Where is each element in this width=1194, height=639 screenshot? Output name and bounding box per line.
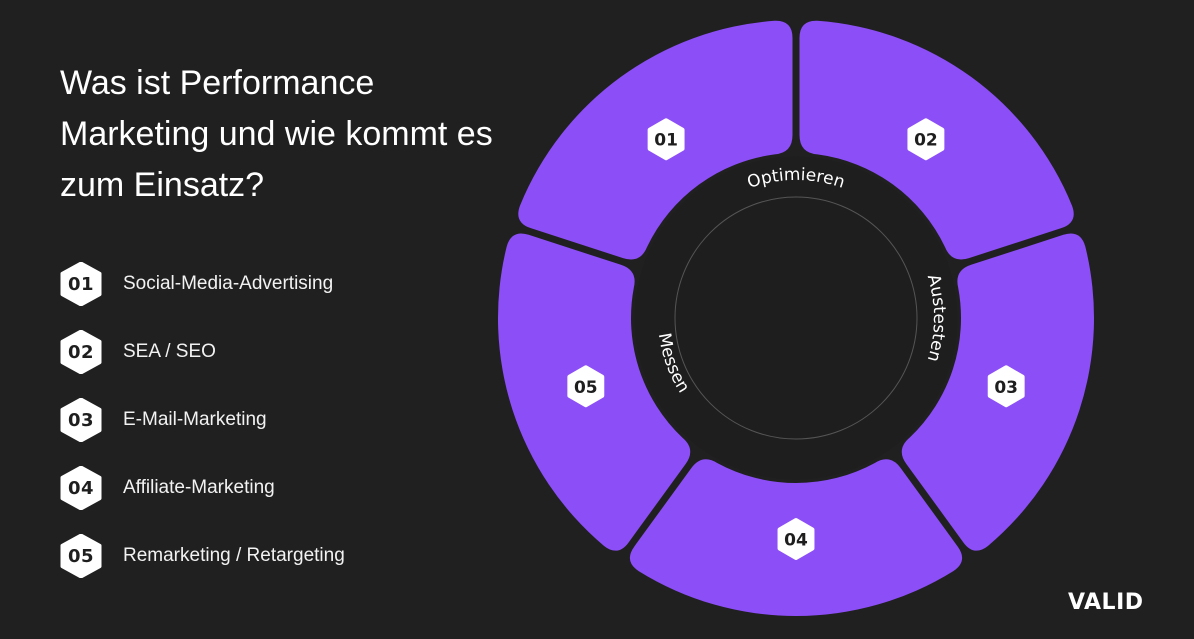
- legend-number: 01: [67, 273, 95, 295]
- legend-label: Remarketing / Retargeting: [123, 545, 345, 566]
- segment-number: 03: [994, 378, 1018, 398]
- hexagon-badge: [567, 365, 605, 408]
- legend-item: 02 SEA / SEO: [60, 330, 480, 374]
- hexagon-badge: [907, 118, 945, 161]
- legend-item: 03 E-Mail-Marketing: [60, 398, 480, 442]
- valid-logo: VALID: [1068, 590, 1144, 615]
- legend-label: E-Mail-Marketing: [123, 409, 267, 430]
- legend-label: Social-Media-Advertising: [123, 273, 334, 294]
- segment-number: 04: [784, 531, 808, 551]
- page-title: Was ist Performance Marketing und wie ko…: [60, 64, 493, 204]
- legend-label: SEA / SEO: [123, 341, 216, 362]
- hexagon-badge: 05: [60, 534, 102, 578]
- inner-ring: [674, 196, 918, 440]
- hexagon-badge: [777, 518, 815, 560]
- legend-number: 03: [67, 409, 95, 431]
- legend-number: 02: [67, 341, 95, 363]
- legend-list: 01 Social-Media-Advertising 02 SEA / SEO…: [60, 262, 480, 602]
- hexagon-badge: 01: [60, 262, 102, 306]
- segment-number: 05: [574, 378, 598, 398]
- hexagon-badge: [647, 118, 685, 161]
- inner-circle: [634, 156, 958, 480]
- hexagon-badge: 02: [60, 330, 102, 374]
- legend-number: 05: [67, 545, 95, 567]
- legend-item: 05 Remarketing / Retargeting: [60, 534, 480, 578]
- hexagon-badge: [987, 365, 1025, 408]
- legend-number: 04: [67, 477, 95, 499]
- legend-label: Affiliate-Marketing: [123, 477, 275, 498]
- segment-number: 01: [654, 131, 678, 151]
- legend-item: 01 Social-Media-Advertising: [60, 262, 480, 306]
- segment-number: 02: [914, 131, 938, 151]
- hexagon-badge: 03: [60, 398, 102, 442]
- legend-item: 04 Affiliate-Marketing: [60, 466, 480, 510]
- hexagon-badge: 04: [60, 466, 102, 510]
